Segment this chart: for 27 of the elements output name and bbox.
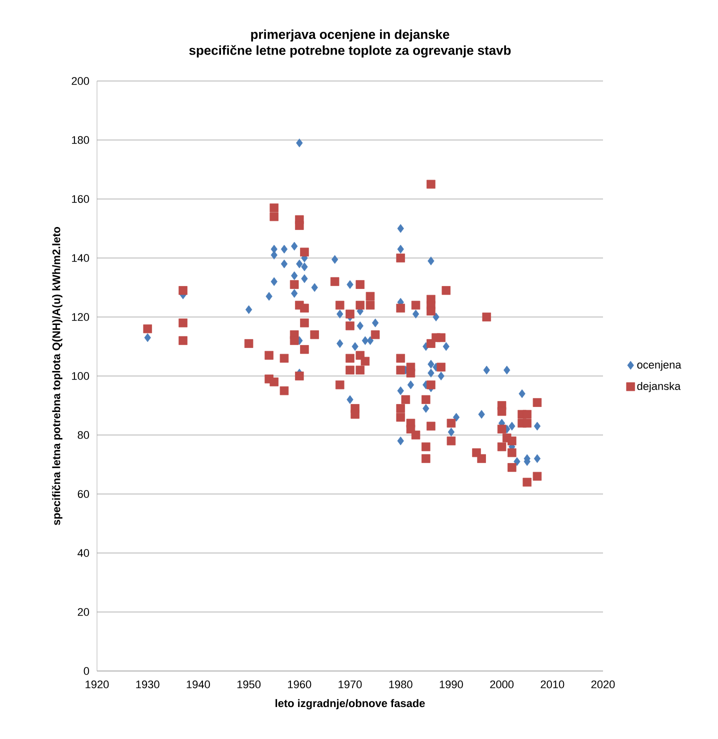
x-tick-label: 1920 (86, 680, 109, 688)
y-tick-label: 40 (78, 549, 90, 557)
x-tick-label: 2020 (591, 680, 615, 688)
x-tick-label: 1930 (136, 680, 160, 688)
chart-title: primerjava ocenjene in dejanske specifične letne potrebne toplote za ogrevanje stavb (189, 29, 511, 58)
x-tick-label: 1950 (237, 680, 261, 688)
y-tick-label: 140 (72, 254, 90, 262)
y-tick-label: 160 (72, 195, 90, 203)
y-tick-label: 100 (72, 372, 90, 380)
x-tick-label: 1960 (288, 680, 312, 688)
x-axis-title: leto izgradnje/obnove fasade (276, 699, 425, 710)
y-tick-label: 180 (72, 136, 90, 144)
y-tick-label: 60 (78, 490, 90, 498)
x-tick-label: 1980 (389, 680, 412, 688)
legend-label: dejanska (637, 382, 681, 392)
y-tick-label: 80 (78, 431, 90, 439)
y-tick-label: 120 (72, 313, 90, 321)
y-tick-label: 200 (72, 77, 90, 85)
x-tick-label: 1970 (338, 680, 362, 688)
y-axis-title: specifična letna potrebna toplota Q(NH)/A(u) kWh/m2.leto (52, 226, 62, 526)
x-tick-label: 1940 (186, 680, 210, 688)
y-tick-label: 0 (84, 667, 90, 675)
y-tick-label: 20 (78, 608, 90, 616)
x-tick-label: 1990 (440, 680, 463, 688)
legend-label: ocenjena (637, 360, 682, 371)
x-tick-label: 2000 (490, 680, 514, 688)
x-tick-label: 2010 (540, 680, 564, 688)
